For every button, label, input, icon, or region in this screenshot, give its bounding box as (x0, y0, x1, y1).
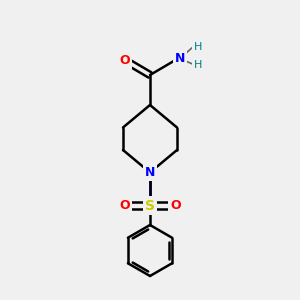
Text: S: S (145, 199, 155, 212)
Text: N: N (175, 52, 185, 65)
Text: H: H (194, 41, 202, 52)
Text: O: O (119, 53, 130, 67)
Text: H: H (194, 59, 202, 70)
Text: O: O (119, 199, 130, 212)
Text: N: N (145, 166, 155, 179)
Text: O: O (170, 199, 181, 212)
